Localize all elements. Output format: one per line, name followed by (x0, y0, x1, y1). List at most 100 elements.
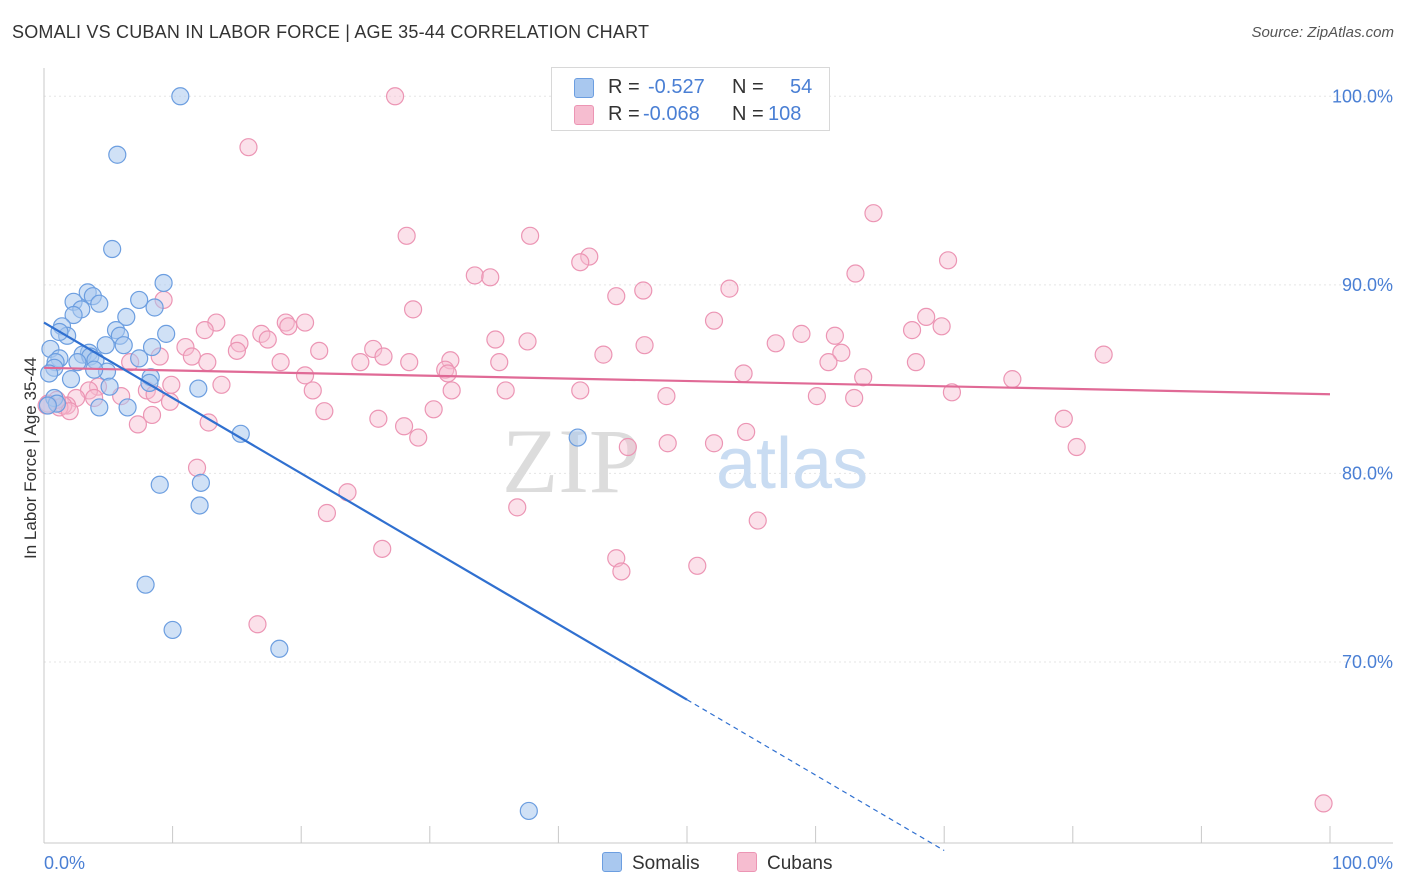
tick-labels: 100.0% 90.0% 80.0% 70.0% 0.0% 100.0% (44, 86, 1393, 873)
grid-lines (44, 95, 1393, 663)
cuban-point (607, 287, 626, 306)
cuban-point (1314, 794, 1333, 813)
cuban-point (906, 353, 926, 372)
cuban-point (917, 307, 936, 327)
cuban-point (1054, 409, 1073, 428)
cuban-point (580, 247, 599, 266)
cuban-point (128, 415, 147, 434)
cuban-point (846, 264, 865, 283)
cuban-point (400, 353, 419, 372)
x-tick-label-max: 100.0% (1332, 853, 1393, 873)
cuban-point (618, 437, 637, 457)
somali-point (568, 428, 587, 447)
cuban-point (521, 226, 540, 245)
somali-trend-line (43, 321, 688, 701)
cuban-point (942, 383, 962, 402)
legend-r-label: R = (608, 103, 640, 125)
cuban-point (825, 326, 844, 345)
somali-point (38, 396, 57, 415)
somali-point (114, 336, 133, 355)
cuban-point (571, 253, 590, 272)
cuban-point (657, 387, 676, 406)
somali-point (64, 305, 83, 325)
cuban-point (481, 268, 500, 287)
cuban-point (688, 556, 707, 575)
cuban-point (819, 353, 838, 372)
cuban-point (634, 281, 653, 300)
cuban-point (162, 375, 181, 394)
legend-r-label: R = (608, 76, 640, 98)
cuban-point (938, 251, 958, 270)
somali-point (100, 377, 119, 396)
somali-point (154, 273, 173, 293)
correlation-legend: R = -0.527 N = 54 R = -0.068 N = 108 (551, 67, 830, 131)
cuban-point (932, 317, 951, 336)
legend-r-value: -0.068 (643, 103, 700, 125)
bottom-legend-somalis: Somalis (602, 852, 700, 875)
trend-lines (43, 321, 1331, 852)
cuban-point (227, 341, 246, 360)
somali-point (117, 307, 136, 327)
bottom-legend-cubans: Cubans (737, 852, 833, 875)
somali-point (130, 290, 149, 310)
cuban-point (310, 341, 329, 360)
somali-point (145, 298, 164, 317)
cuban-point (212, 375, 231, 394)
cuban-point (397, 226, 416, 245)
cuban-point (176, 337, 195, 357)
legend-n-value: 108 (768, 103, 802, 125)
cuban-point (394, 417, 414, 436)
watermark: ZIP atlas (502, 410, 868, 512)
y-tick-label: 90.0% (1342, 275, 1393, 295)
somali-point (136, 575, 155, 594)
somali-point (108, 145, 127, 164)
cuban-point (317, 503, 337, 523)
cuban-point (766, 334, 785, 353)
cuban-point (854, 368, 873, 387)
somali-point (68, 353, 87, 372)
cuban-point (438, 364, 457, 383)
somali-points (38, 87, 587, 821)
somali-trend-extension (686, 699, 945, 852)
cuban-point (1067, 437, 1086, 457)
legend-n-value: 54 (790, 76, 813, 98)
cuban-point (199, 413, 218, 432)
cuban-points (37, 87, 1333, 813)
legend-label-somalis: Somalis (632, 853, 700, 874)
cuban-point (832, 343, 851, 362)
somali-point (191, 473, 210, 492)
cuban-point (658, 434, 677, 453)
cuban-point (792, 324, 811, 343)
cuban-point (373, 539, 392, 558)
cuban-point (508, 498, 527, 517)
somali-point (190, 496, 209, 515)
cuban-point (571, 381, 590, 400)
cuban-point (737, 422, 756, 442)
cuban-point (902, 321, 922, 340)
cuban-point (424, 400, 443, 419)
cuban-point (465, 266, 484, 285)
somali-point (103, 239, 122, 259)
cuban-point (182, 347, 201, 366)
chart-source: Source: ZipAtlas.com (1251, 24, 1394, 41)
cuban-point (142, 405, 162, 425)
cuban-point (403, 300, 423, 319)
chart-title: SOMALI VS CUBAN IN LABOR FORCE | AGE 35-… (12, 22, 650, 42)
cuban-point (612, 562, 631, 581)
cuban-point (195, 321, 214, 340)
somali-point (157, 324, 176, 343)
cuban-point (864, 204, 883, 223)
somali-point (90, 398, 109, 417)
cuban-point (409, 428, 428, 447)
cuban-point (734, 364, 753, 383)
cuban-point (496, 381, 515, 400)
cuban-point (845, 388, 864, 408)
cuban-point (369, 409, 388, 428)
cuban-point (518, 332, 537, 351)
somali-point (90, 294, 109, 313)
cuban-point (374, 347, 393, 366)
legend-n-label: N = (732, 76, 764, 98)
watermark-atlas: atlas (716, 424, 868, 504)
cuban-point (198, 353, 217, 372)
